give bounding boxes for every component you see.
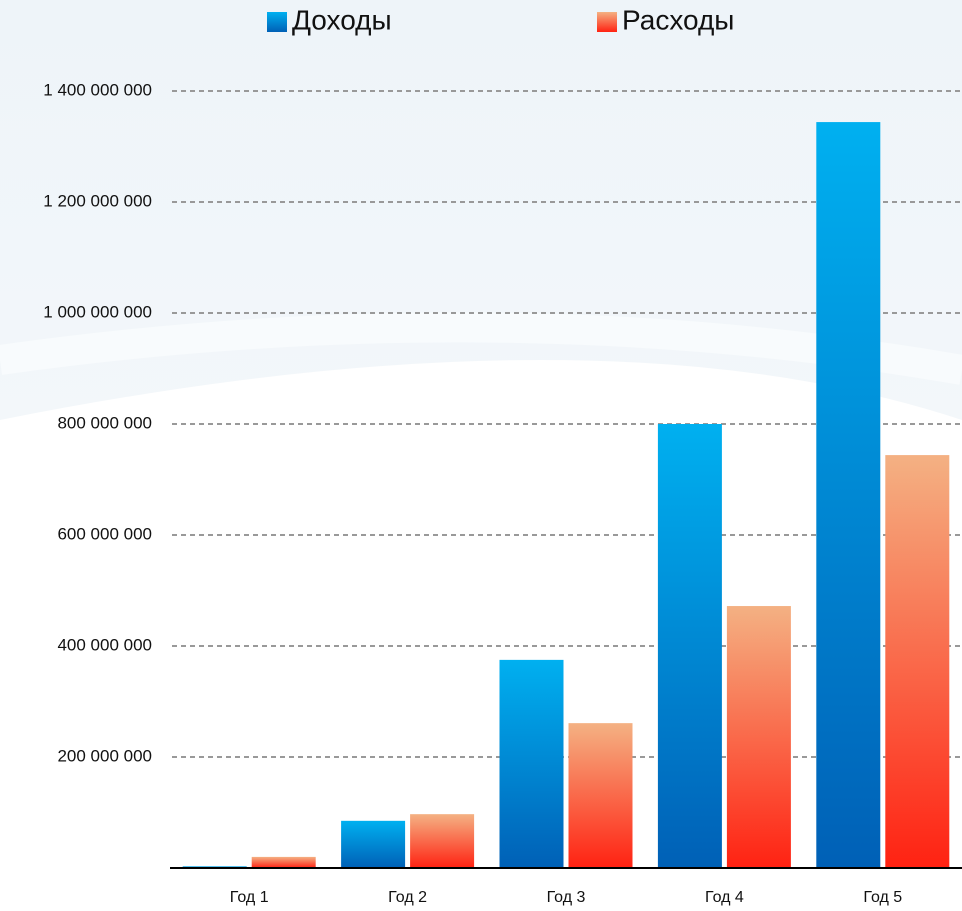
bar [341,820,406,868]
y-tick-label: 800 000 000 [57,413,152,432]
y-tick-label: 400 000 000 [57,635,152,654]
y-tick-label: 1 400 000 000 [43,80,152,99]
bar [410,814,475,868]
y-tick-label: 600 000 000 [57,524,152,543]
y-tick-label: 1 200 000 000 [43,191,152,210]
legend-label: Расходы [622,4,734,35]
legend-swatch [267,12,287,32]
legend-label: Доходы [292,4,392,35]
x-tick-label: Год 2 [388,889,427,906]
bar [657,424,722,868]
bar [726,606,791,868]
y-tick-label: 200 000 000 [57,746,152,765]
bar [816,122,881,868]
legend-swatch [597,12,617,32]
background-band [0,0,962,420]
x-tick-label: Год 4 [705,889,744,906]
bar [251,856,316,868]
x-tick-label: Год 3 [547,889,586,906]
y-tick-label: 1 000 000 000 [43,302,152,321]
bar [499,659,564,868]
x-tick-label: Год 5 [863,889,902,906]
bar [885,455,950,868]
bar [568,723,633,868]
x-tick-label: Год 1 [230,889,269,906]
